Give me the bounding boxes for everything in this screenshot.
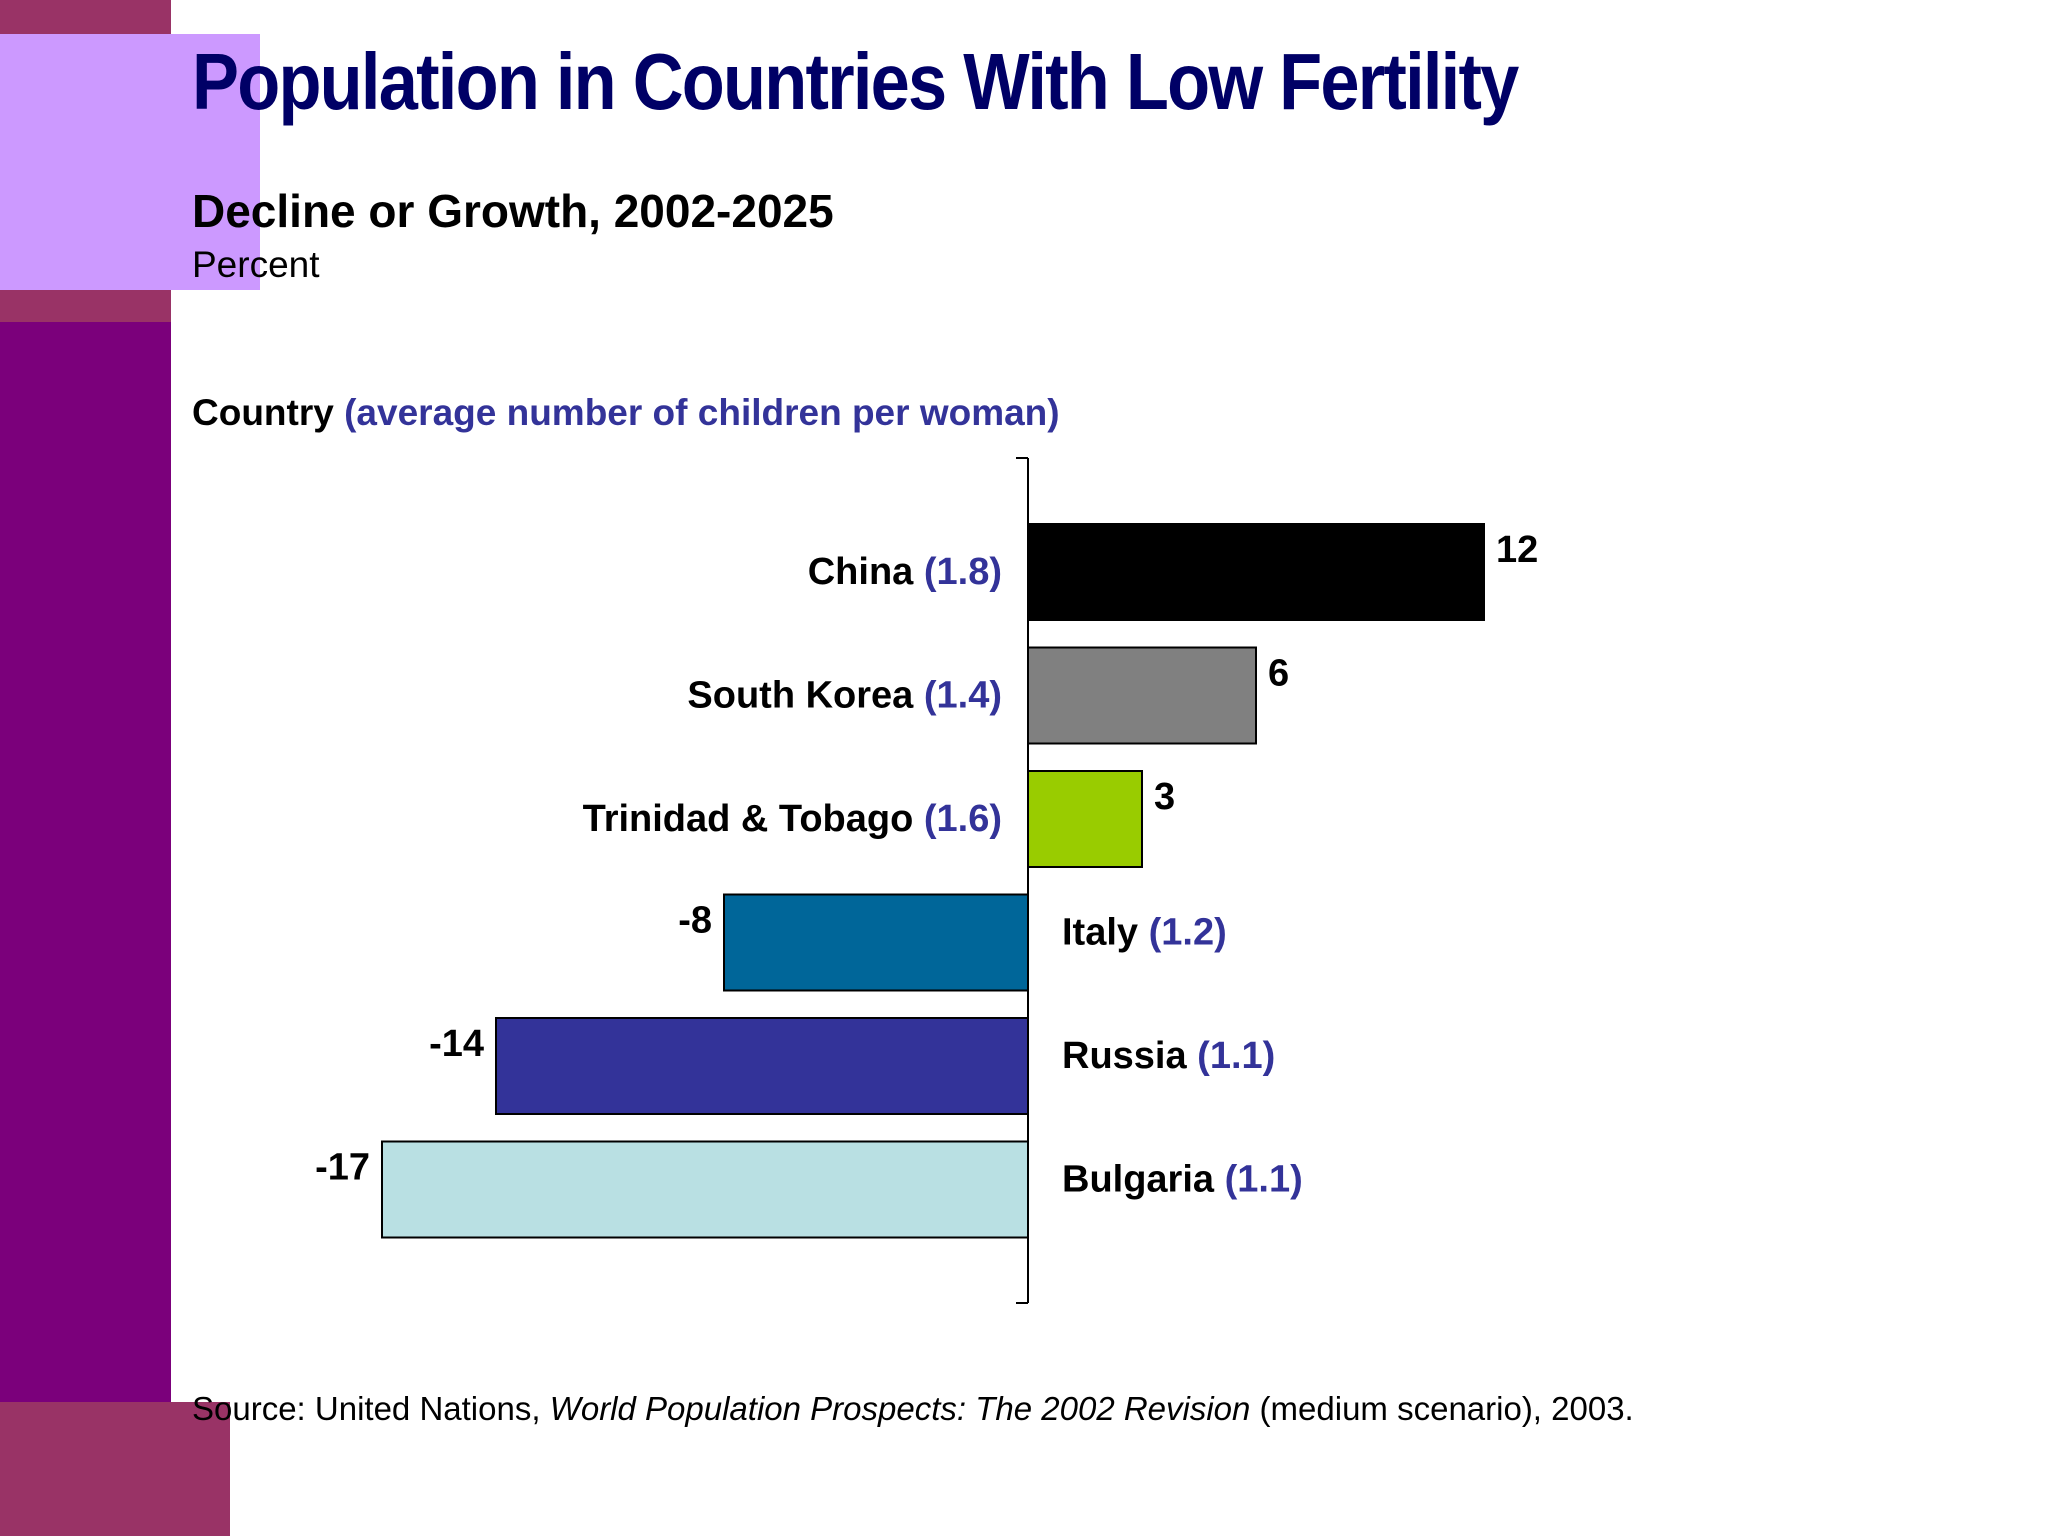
source-title: World Population Prospects: The 2002 Rev… <box>549 1390 1251 1427</box>
bar-2 <box>1027 770 1143 868</box>
bar-3 <box>723 893 1029 992</box>
decorative-block-lilac <box>0 34 260 290</box>
bar-value-label: -14 <box>429 1023 484 1065</box>
category-label: Trinidad & Tobago (1.6) <box>583 798 1002 840</box>
category-fertility-rate: (1.8) <box>924 551 1002 593</box>
category-name: China <box>808 551 924 593</box>
category-name: Trinidad & Tobago <box>583 798 924 840</box>
category-name: Russia <box>1062 1035 1197 1077</box>
bar-value-label: -8 <box>678 900 712 942</box>
bar-0 <box>1027 523 1485 621</box>
category-fertility-rate: (1.4) <box>924 675 1002 717</box>
category-fertility-rate: (1.1) <box>1197 1035 1275 1077</box>
category-name: Bulgaria <box>1062 1159 1225 1201</box>
bar-value-label: 3 <box>1154 776 1175 818</box>
axis-heading: Country (average number of children per … <box>192 392 1060 434</box>
category-label: China (1.8) <box>808 551 1002 593</box>
source-suffix: (medium scenario), 2003. <box>1250 1390 1634 1427</box>
axis-heading-accent: (average number of children per woman) <box>344 392 1060 433</box>
category-label: Russia (1.1) <box>1062 1035 1275 1077</box>
bar-1 <box>1027 646 1257 745</box>
bar-value-label: -17 <box>315 1147 370 1189</box>
bar-4 <box>495 1017 1029 1115</box>
unit-label: Percent <box>192 244 320 285</box>
category-fertility-rate: (1.6) <box>924 798 1002 840</box>
category-fertility-rate: (1.2) <box>1149 912 1227 954</box>
source-note: Source: United Nations, World Population… <box>192 1390 1634 1428</box>
axis-heading-main: Country <box>192 392 345 433</box>
decorative-block-bottom <box>0 1402 230 1536</box>
bar-5 <box>381 1140 1029 1239</box>
category-name: South Korea <box>687 675 923 717</box>
category-label: Bulgaria (1.1) <box>1062 1159 1303 1201</box>
chart-subtitle: Decline or Growth, 2002-2025 <box>192 185 834 237</box>
category-label: South Korea (1.4) <box>687 675 1002 717</box>
category-name: Italy <box>1062 912 1149 954</box>
bar-value-label: 6 <box>1268 653 1289 695</box>
bar-value-label: 12 <box>1496 529 1538 571</box>
category-label: Italy (1.2) <box>1062 912 1227 954</box>
category-fertility-rate: (1.1) <box>1225 1159 1303 1201</box>
page-title: Population in Countries With Low Fertili… <box>192 37 1519 126</box>
source-prefix: Source: United Nations, <box>192 1390 550 1427</box>
